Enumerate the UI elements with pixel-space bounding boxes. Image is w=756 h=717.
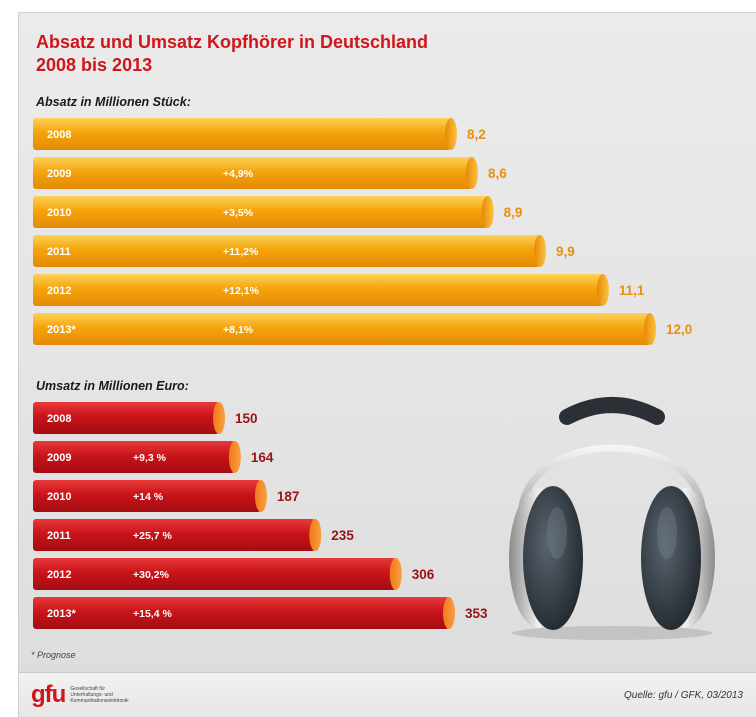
title-line-1: Absatz und Umsatz Kopfhörer in Deutschla… (36, 32, 429, 52)
category-label: 2011 (47, 530, 71, 542)
category-label: 2008 (47, 413, 71, 425)
growth-label: +15,4 % (133, 608, 172, 620)
growth-label: +25,7 % (133, 530, 172, 542)
bar (33, 558, 396, 590)
bar-end-cap (213, 402, 225, 434)
value-label: 235 (331, 528, 354, 543)
growth-label: +9,3 % (133, 452, 167, 464)
value-label: 9,9 (556, 244, 575, 259)
value-label: 353 (465, 606, 488, 621)
bar-charts: 2008 8,2 2009 +4,9% 8,6 2010 +3,5% 8,9 2011 +11,2… (33, 118, 692, 629)
bar-end-cap (228, 441, 241, 473)
category-label: 2011 (47, 246, 71, 258)
category-label: 2009 (47, 168, 71, 180)
category-label: 2010 (47, 491, 71, 503)
bar-row: 2012 +12,1% 11,1 (33, 274, 645, 306)
logo-tagline: Gesellschaft für Unterhaltungs- und Komm… (70, 686, 129, 704)
logo-wordmark: gfu (31, 681, 66, 708)
bar-end-cap (443, 597, 455, 629)
category-label: 2013* (47, 324, 76, 336)
value-label: 8,6 (488, 166, 507, 181)
value-label: 11,1 (619, 283, 645, 298)
infographic-panel: Absatz und Umsatz Kopfhörer in Deutschla… (18, 12, 756, 717)
source-note: Quelle: gfu / GFK, 03/2013 (624, 690, 743, 701)
bar (33, 480, 261, 512)
bar (33, 402, 219, 434)
bar (33, 519, 316, 551)
bar-end-cap (309, 519, 322, 551)
bar-row: 2012 +30,2% 306 (33, 558, 435, 590)
bar (33, 597, 449, 629)
bar (33, 274, 603, 306)
bar (33, 157, 472, 189)
growth-label: +30,2% (133, 569, 170, 581)
bar-row: 2009 +4,9% 8,6 (33, 157, 507, 189)
bar-end-cap (596, 274, 609, 306)
bar-end-cap (445, 118, 457, 150)
chart-title: Absatz und Umsatz Kopfhörer in Deutschla… (36, 31, 428, 77)
bar-row: 2010 +14 % 187 (33, 480, 299, 512)
bar-row: 2008 150 (33, 402, 258, 434)
revenue-chart: 2008 150 2009 +9,3 % 164 2010 +14 % 187 2011 +25,… (33, 402, 488, 629)
bar (33, 313, 650, 345)
growth-label: +3,5% (223, 207, 254, 219)
bar (33, 441, 235, 473)
category-label: 2010 (47, 207, 71, 219)
category-label: 2013* (47, 608, 76, 620)
bar-end-cap (644, 313, 656, 345)
headphones-icon (509, 397, 715, 640)
forecast-footnote: * Prognose (31, 650, 76, 660)
value-label: 306 (412, 567, 435, 582)
bar-row: 2010 +3,5% 8,9 (33, 196, 522, 228)
bar-row: 2013* +15,4 % 353 (33, 597, 488, 629)
bar-row: 2013* +8,1% 12,0 (33, 313, 692, 345)
bar-row: 2009 +9,3 % 164 (33, 441, 274, 473)
value-label: 8,9 (504, 205, 523, 220)
bar-end-cap (389, 558, 402, 590)
gfu-logo: gfu Gesellschaft für Unterhaltungs- und … (31, 681, 130, 709)
title-line-2: 2008 bis 2013 (36, 55, 153, 75)
value-label: 150 (235, 411, 258, 426)
value-label: 187 (277, 489, 300, 504)
growth-label: +8,1% (223, 324, 254, 336)
bar (33, 235, 541, 267)
category-label: 2009 (47, 452, 71, 464)
bar (33, 118, 451, 150)
category-label: 2012 (47, 569, 71, 581)
bar-end-cap (481, 196, 494, 228)
growth-label: +12,1% (223, 285, 260, 297)
bar-row: 2011 +11,2% 9,9 (33, 235, 575, 267)
revenue-heading: Umsatz in Millionen Euro: (36, 379, 189, 393)
category-label: 2012 (47, 285, 71, 297)
footer: gfu Gesellschaft für Unterhaltungs- und … (19, 672, 756, 717)
value-label: 164 (251, 450, 274, 465)
bar (33, 196, 488, 228)
units-sold-heading: Absatz in Millionen Stück: (36, 95, 191, 109)
value-label: 8,2 (467, 127, 486, 142)
growth-label: +14 % (133, 491, 164, 503)
bar-end-cap (534, 235, 547, 267)
growth-label: +4,9% (223, 168, 254, 180)
bar-end-cap (254, 480, 267, 512)
growth-label: +11,2% (223, 246, 259, 258)
bar-row: 2011 +25,7 % 235 (33, 519, 354, 551)
bar-row: 2008 8,2 (33, 118, 486, 150)
category-label: 2008 (47, 129, 71, 141)
value-label: 12,0 (666, 322, 692, 337)
units-sold-chart: 2008 8,2 2009 +4,9% 8,6 2010 +3,5% 8,9 2011 +11,2… (33, 118, 692, 345)
bar-end-cap (465, 157, 478, 189)
